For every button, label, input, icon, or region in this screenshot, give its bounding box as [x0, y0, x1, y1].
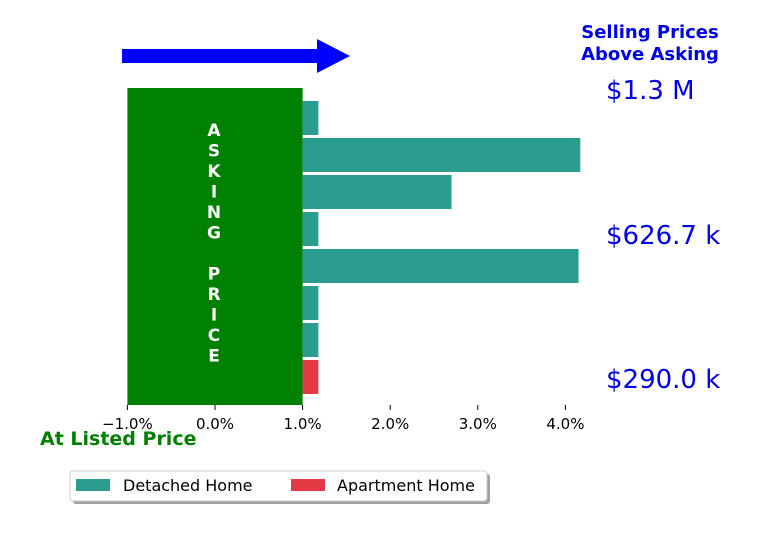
legend-label-detached: Detached Home [123, 476, 253, 495]
price-label-middle: $626.7 k [606, 221, 720, 251]
bar-detached [302, 323, 319, 357]
band-letter: S [208, 142, 220, 162]
bars-group [302, 101, 581, 394]
legend: Detached Home Apartment Home [69, 470, 490, 504]
x-tick-label: 3.0% [459, 415, 497, 433]
bar-detached [302, 286, 319, 320]
bar-apartment [302, 360, 319, 394]
annotation-top-line1: Selling Prices [581, 22, 718, 43]
band-letter: C [208, 326, 220, 346]
right-arrow-icon [122, 39, 350, 73]
bar-detached [302, 212, 319, 246]
band-letter: N [207, 203, 221, 223]
annotation-top-line2: Above Asking [581, 44, 719, 65]
x-tick-label: −1.0% [102, 415, 153, 433]
legend-label-apartment: Apartment Home [337, 476, 475, 495]
legend-swatch-apartment [291, 479, 325, 491]
bar-detached [302, 101, 319, 135]
asking-price-band [127, 88, 303, 405]
band-letter: E [208, 347, 220, 367]
x-tick-label: 0.0% [196, 415, 234, 433]
band-letter: G [207, 224, 221, 244]
legend-frame [69, 470, 488, 502]
legend-swatch-detached [76, 479, 110, 491]
x-axis: −1.0% 0.0% 1.0% 2.0% 3.0% 4.0% [102, 405, 584, 433]
bar-detached [302, 138, 581, 172]
price-label-bottom: $290.0 k [606, 365, 720, 395]
x-tick-label: 4.0% [546, 415, 584, 433]
band-letter: K [207, 162, 221, 182]
x-tick-label: 2.0% [371, 415, 409, 433]
band-letter: I [211, 183, 217, 203]
bar-detached [302, 249, 579, 283]
x-tick-label: 1.0% [284, 415, 322, 433]
bar-detached [302, 175, 452, 209]
band-letter: R [207, 285, 220, 305]
band-letter: A [207, 121, 221, 141]
band-letter: P [208, 265, 220, 285]
price-label-top: $1.3 M [606, 76, 695, 106]
annotation-bottom: At Listed Price [40, 428, 196, 450]
band-letter: I [211, 306, 217, 326]
